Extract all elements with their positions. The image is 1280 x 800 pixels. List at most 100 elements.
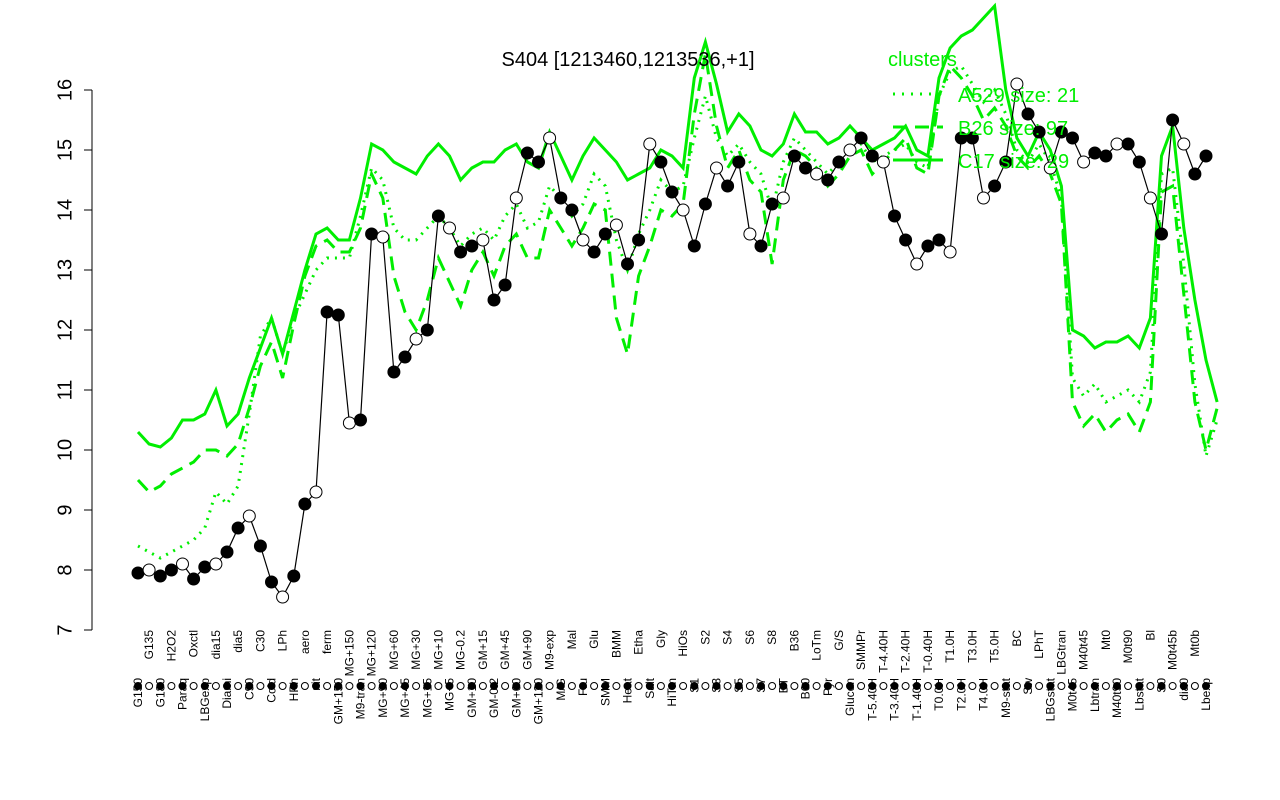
x-marker xyxy=(645,682,654,690)
x-marker xyxy=(378,682,387,690)
x-tick-label: LBGexp xyxy=(198,678,212,722)
x-marker xyxy=(1179,682,1188,690)
x-tick-label: Paraq xyxy=(176,678,190,710)
x-tick-label: M0t45 xyxy=(1066,678,1080,712)
y-tick-label-10: 10 xyxy=(54,439,76,461)
x-tick-label: dia15 xyxy=(209,630,223,660)
x-marker xyxy=(289,682,298,690)
x-marker xyxy=(923,682,932,690)
data-point xyxy=(253,539,267,553)
x-marker xyxy=(234,682,243,690)
x-tick-label: BMM xyxy=(609,630,623,658)
data-point xyxy=(598,227,612,241)
data-point xyxy=(943,245,957,259)
data-point xyxy=(420,323,434,337)
data-point xyxy=(443,221,456,235)
data-point xyxy=(509,191,523,205)
x-tick-label: LoTm xyxy=(810,630,824,661)
data-point xyxy=(176,557,189,571)
y-tick-label-15: 15 xyxy=(54,139,76,161)
x-marker xyxy=(823,682,832,690)
x-marker xyxy=(556,682,565,690)
x-tick-label: M40t45 xyxy=(1077,630,1091,670)
x-marker xyxy=(178,682,187,690)
x-tick-label: Diami xyxy=(220,678,234,709)
x-tick-label: Cold xyxy=(265,678,279,703)
data-point xyxy=(632,233,646,247)
x-tick-label: Sw xyxy=(1021,678,1035,695)
data-point xyxy=(621,257,634,271)
data-point xyxy=(265,575,278,589)
data-point xyxy=(298,497,312,511)
x-marker xyxy=(890,682,899,690)
x-tick-label: M0t45b xyxy=(1166,630,1180,670)
y-tick-label-13: 13 xyxy=(54,259,76,281)
legend-label-a529: A529 size: 21 xyxy=(958,85,1079,107)
x-marker xyxy=(1057,682,1066,690)
x-marker xyxy=(912,682,921,690)
x-tick-label: dia5 xyxy=(231,630,245,653)
x-tick-label: G135 xyxy=(142,630,156,660)
data-point xyxy=(665,185,679,199)
x-tick-label: S0 xyxy=(1155,678,1169,693)
x-marker xyxy=(1113,682,1121,690)
x-tick-label: MG+10 xyxy=(431,630,445,670)
data-point xyxy=(465,239,479,253)
x-tick-label: Salt xyxy=(643,677,657,698)
x-tick-label: GM+10 xyxy=(465,678,479,718)
x-tick-label: M0t90 xyxy=(1121,630,1135,664)
x-marker xyxy=(846,682,854,690)
data-point xyxy=(743,227,757,241)
x-tick-label: B36 xyxy=(787,630,801,652)
x-marker xyxy=(267,682,276,690)
x-marker xyxy=(312,682,320,690)
data-point xyxy=(832,155,846,169)
x-tick-label: Etha xyxy=(632,630,646,655)
x-marker xyxy=(990,682,999,690)
data-point xyxy=(765,197,779,211)
x-marker xyxy=(745,682,754,690)
data-point xyxy=(821,173,835,187)
x-tick-label: M9-exp xyxy=(543,630,557,670)
x-marker xyxy=(478,682,487,690)
x-tick-label: T5.0H xyxy=(988,630,1002,663)
data-point xyxy=(543,131,557,145)
x-tick-label: T-5.40H xyxy=(865,678,879,721)
x-tick-label: GM+15 xyxy=(476,630,490,670)
data-point xyxy=(1066,131,1079,145)
legend-label-c17: C17 size: 29 xyxy=(958,151,1069,173)
x-marker xyxy=(445,682,454,690)
x-marker xyxy=(634,682,643,690)
data-point xyxy=(787,149,801,163)
x-tick-label: LPh xyxy=(276,630,290,651)
data-point xyxy=(376,230,390,244)
x-marker xyxy=(1079,682,1088,690)
x-marker xyxy=(1202,682,1210,690)
x-marker xyxy=(957,682,966,690)
data-point xyxy=(532,155,545,169)
data-point xyxy=(876,155,890,169)
x-tick-label: T-3.40H xyxy=(888,678,902,721)
x-tick-label: T-0.40H xyxy=(921,630,935,673)
data-point xyxy=(1032,125,1046,139)
y-axis: 7 8 9 10 11 12 13 14 15 16 xyxy=(54,79,93,636)
data-point xyxy=(888,209,901,223)
x-marker xyxy=(1024,682,1032,690)
x-tick-label: MG+45 xyxy=(398,678,412,718)
x-marker xyxy=(567,682,576,690)
x-marker xyxy=(801,682,810,690)
x-marker xyxy=(1046,682,1055,690)
x-marker xyxy=(734,682,743,690)
x-marker xyxy=(768,682,777,690)
data-point xyxy=(854,131,868,145)
x-marker xyxy=(367,682,376,690)
x-marker xyxy=(834,682,843,690)
data-point xyxy=(921,239,935,253)
data-point xyxy=(342,416,356,430)
x-tick-label: S8 xyxy=(765,630,779,645)
x-marker xyxy=(1012,682,1021,690)
x-tick-label: Lbexp xyxy=(1199,678,1213,711)
x-marker xyxy=(456,682,465,690)
data-point xyxy=(776,191,790,205)
